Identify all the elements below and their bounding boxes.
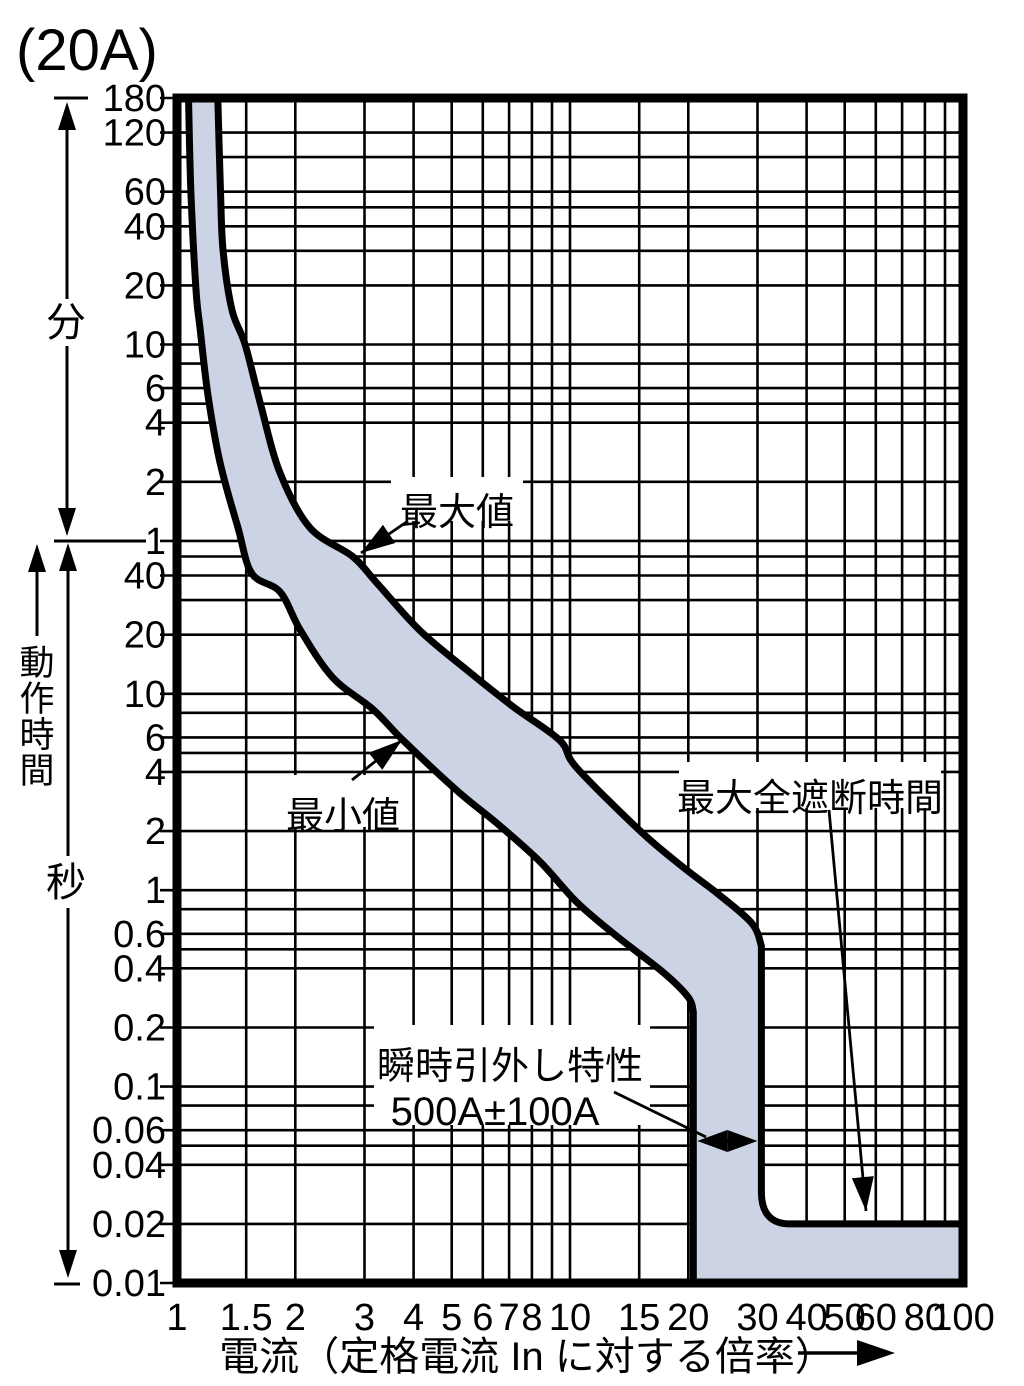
min-label-text: 最小値 (286, 796, 400, 838)
max-curve (214, 98, 963, 1228)
max-label-text: 最大値 (400, 492, 514, 534)
y-tick-label-minutes: 2 (145, 462, 166, 504)
y-tick-label-minutes: 180 (103, 78, 166, 120)
x-tick-label: 8 (521, 1297, 542, 1339)
y-tick-label-seconds: 0.2 (113, 1008, 166, 1050)
range-arrow-left-head (697, 1130, 728, 1152)
y-tick-label-seconds: 20 (124, 615, 166, 657)
x-tick-label: 1.5 (220, 1297, 273, 1339)
breaking-time-label-leader (827, 809, 868, 1212)
min-label-arrowhead (368, 740, 402, 770)
y-tick-label-seconds: 10 (124, 674, 166, 716)
max-label-arrowhead (361, 524, 396, 553)
instantaneous-range-arrow (697, 1130, 758, 1152)
y-tick-label-seconds: 0.04 (92, 1145, 166, 1187)
y-tick-label-seconds: 0.02 (92, 1204, 166, 1246)
operating-time-char: 動 (19, 644, 54, 683)
x-tick-label: 40 (785, 1297, 827, 1339)
y-tick-label-minutes: 20 (124, 265, 166, 307)
x-axis-title: 電流（定格電流 In に対する倍率） (219, 1335, 895, 1379)
x-tick-label: 80 (904, 1297, 946, 1339)
min-curve (185, 98, 697, 1283)
seconds-span-head-up (59, 543, 77, 571)
y-tick-label-minutes: 120 (103, 113, 166, 155)
operating-time-char: 作 (19, 680, 54, 719)
grid (177, 98, 963, 1283)
y-tick-label-seconds: 4 (145, 752, 166, 794)
instantaneous-label-leader (613, 1090, 707, 1139)
y-tick-label-minutes: 40 (124, 206, 166, 248)
minutes-span-label: 分 (46, 301, 86, 345)
x-tick-label: 100 (931, 1297, 994, 1339)
y-tick-label-seconds: 0.1 (113, 1067, 166, 1109)
x-tick-label: 6 (472, 1297, 493, 1339)
x-tick-label: 50 (824, 1297, 866, 1339)
max-label-backdrop (391, 477, 523, 521)
x-tick-label: 7 (499, 1297, 520, 1339)
breaking-time-label-backdrop (679, 762, 941, 808)
operating-time-char: 間 (19, 752, 54, 791)
operating-time-arrow-head (28, 544, 46, 572)
min-label: 最小値 (281, 738, 407, 838)
range-arrow-right-head (727, 1130, 758, 1152)
minutes-span-head-up (58, 102, 76, 130)
y-tick-label-seconds: 40 (124, 556, 166, 598)
instantaneous-label-backdrop (374, 1025, 650, 1125)
x-tick-label: 3 (354, 1297, 375, 1339)
y-tick-label-seconds: 0.6 (113, 914, 166, 956)
tolerance-band (185, 98, 963, 1283)
x-axis-direction-arrow-head (857, 1340, 895, 1366)
instantaneous-label-text: 瞬時引外し特性 (377, 1046, 643, 1088)
y-tick-label-minutes: 10 (124, 325, 166, 367)
x-axis-title-text: 電流（定格電流 In に対する倍率） (219, 1335, 835, 1379)
y-tick-label-seconds: 0.4 (113, 948, 166, 990)
minutes-span-head-down (58, 508, 76, 536)
breaking-time-label-arrowhead (851, 1176, 874, 1211)
y-tick-label-minutes: 1 (145, 521, 166, 563)
minutes-span: 分 (46, 102, 86, 536)
min-label-backdrop (281, 775, 407, 827)
y-tick-label-seconds: 0.06 (92, 1110, 166, 1152)
y-tick-label-minutes: 60 (124, 172, 166, 214)
instantaneous-label-text2: 500A±100A (391, 1090, 600, 1134)
seconds-span-head-down (59, 1250, 77, 1278)
breaking-time-label: 最大全遮断時間 (677, 762, 943, 1212)
chart-title: (20A) (16, 18, 158, 83)
y-tick-label-seconds: 0.01 (92, 1263, 166, 1305)
x-tick-label: 1 (166, 1297, 187, 1339)
x-tick-label: 30 (736, 1297, 778, 1339)
y-tick-label-minutes: 6 (145, 368, 166, 410)
x-tick-label: 2 (285, 1297, 306, 1339)
y-tick-label-seconds: 1 (145, 870, 166, 912)
x-tick-label: 5 (441, 1297, 462, 1339)
plot-border (172, 93, 968, 1288)
y-tick-label-minutes: 4 (145, 403, 166, 445)
operating-time-char: 時 (19, 716, 54, 755)
y-tick-label-seconds: 2 (145, 811, 166, 853)
x-tick-label: 4 (403, 1297, 424, 1339)
x-tick-label: 20 (667, 1297, 709, 1339)
seconds-span-label: 秒 (46, 861, 86, 905)
seconds-span: 秒 (46, 543, 86, 1278)
x-tick-label: 10 (549, 1297, 591, 1339)
max-label: 最大値 (360, 477, 523, 555)
x-tick-label: 15 (618, 1297, 660, 1339)
x-tick-label: 60 (855, 1297, 897, 1339)
y-tick-label-seconds: 6 (145, 717, 166, 759)
y-axis-labels: 18012060402010642140201064210.60.40.20.1… (92, 78, 177, 1305)
breaking-time-label-text: 最大全遮断時間 (677, 778, 943, 820)
